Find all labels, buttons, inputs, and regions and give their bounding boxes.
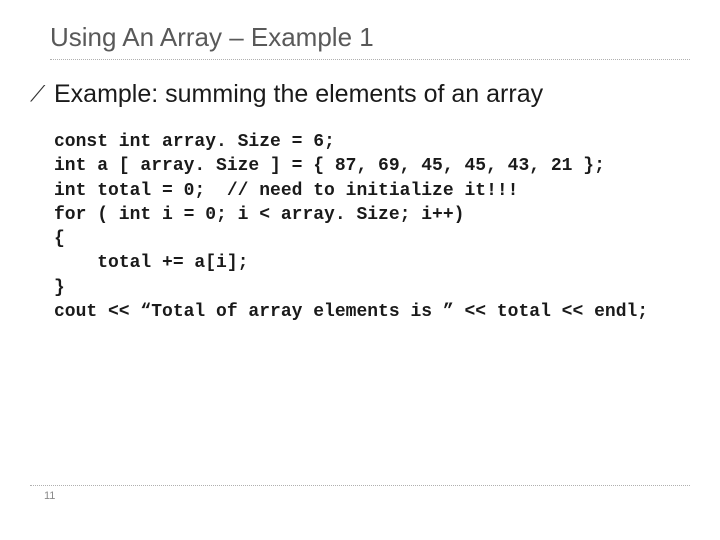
page-number: 11 [44,490,690,502]
code-block: const int array. Size = 6; int a [ array… [54,130,690,324]
slide-title: Using An Array – Example 1 [50,22,690,53]
bullet-icon: ⟋ [30,78,54,110]
bullet-text: Example: summing the elements of an arra… [54,78,543,110]
footer-divider [30,485,690,486]
bullet-row: ⟋ Example: summing the elements of an ar… [30,78,690,110]
footer: 11 [30,485,690,502]
slide: Using An Array – Example 1 ⟋ Example: su… [0,0,720,540]
title-divider [50,59,690,60]
